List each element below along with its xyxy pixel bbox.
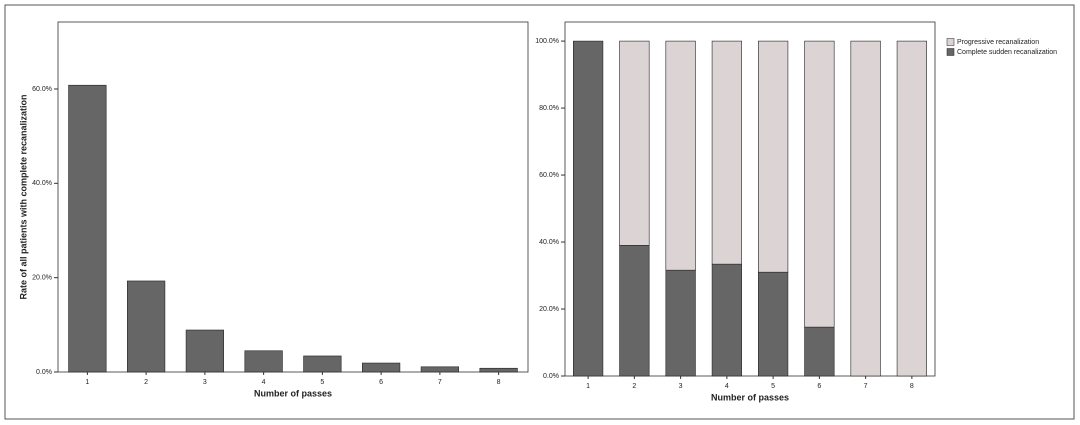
- x-tick-label: 3: [679, 383, 683, 390]
- y-tick-label: 100.0%: [535, 38, 559, 45]
- bar-segment: [665, 40, 696, 271]
- legend-label: Complete sudden recanalization: [957, 49, 1057, 56]
- y-tick-label: 40.0%: [32, 180, 52, 187]
- legend-swatch: [946, 38, 955, 46]
- bar-segment: [665, 269, 696, 377]
- x-tick-label: 6: [379, 379, 383, 386]
- y-tick-label: 80.0%: [539, 105, 559, 112]
- x-tick-label: 2: [632, 383, 636, 390]
- x-tick-label: 2: [144, 379, 148, 386]
- x-tick-label: 6: [817, 383, 821, 390]
- x-tick-label: 8: [910, 383, 914, 390]
- bar-segment: [619, 40, 650, 246]
- bar: [362, 362, 401, 373]
- y-tick-label: 60.0%: [32, 86, 52, 93]
- y-tick-label: 20.0%: [539, 306, 559, 313]
- bar-segment: [896, 40, 927, 377]
- bar-segment: [758, 271, 789, 377]
- x-tick-label: 7: [438, 379, 442, 386]
- bar-segment: [711, 263, 742, 377]
- x-axis-title: Number of passes: [711, 392, 789, 402]
- bar-segment: [850, 40, 881, 377]
- bar: [420, 366, 459, 373]
- y-tick-label: 0.0%: [36, 369, 52, 376]
- x-tick-label: 3: [203, 379, 207, 386]
- bar: [244, 350, 283, 373]
- x-tick-label: 1: [586, 383, 590, 390]
- x-axis-title: Number of passes: [254, 388, 332, 398]
- bar-segment: [619, 245, 650, 377]
- x-tick-label: 7: [864, 383, 868, 390]
- bar: [68, 84, 107, 373]
- y-axis-title: Rate of all patients with complete recan…: [18, 94, 28, 299]
- y-tick-label: 40.0%: [539, 239, 559, 246]
- bar-segment: [573, 40, 604, 377]
- bar-segment: [804, 326, 835, 377]
- bar-segment: [711, 40, 742, 265]
- bar-segment: [758, 40, 789, 273]
- bar: [303, 355, 342, 373]
- bar: [127, 280, 166, 373]
- x-tick-label: 4: [725, 383, 729, 390]
- x-tick-label: 8: [497, 379, 501, 386]
- legend-swatch: [946, 48, 955, 56]
- x-tick-label: 5: [771, 383, 775, 390]
- x-tick-label: 5: [320, 379, 324, 386]
- y-tick-label: 20.0%: [32, 275, 52, 282]
- bar: [185, 329, 224, 373]
- y-tick-label: 0.0%: [543, 373, 559, 380]
- x-tick-label: 4: [262, 379, 266, 386]
- y-tick-label: 60.0%: [539, 172, 559, 179]
- legend-label: Progressive recanalization: [957, 39, 1039, 46]
- bar-segment: [804, 40, 835, 328]
- bar: [479, 367, 518, 373]
- x-tick-label: 1: [85, 379, 89, 386]
